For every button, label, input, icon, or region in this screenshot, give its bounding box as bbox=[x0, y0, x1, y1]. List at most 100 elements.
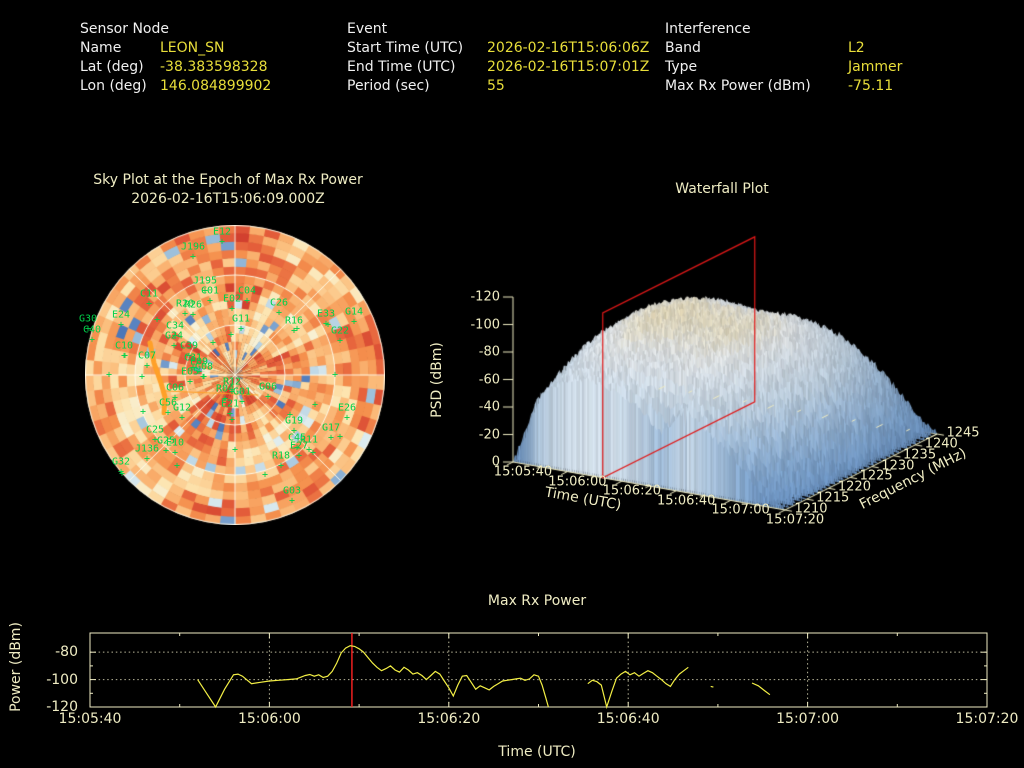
frequency-tick-label: 1240 bbox=[924, 436, 958, 452]
interference-maxrx-label: Max Rx Power (dBm) bbox=[665, 78, 811, 94]
satellite-marker-extra: + bbox=[153, 314, 161, 326]
satellite-label-r11: R11 bbox=[299, 434, 319, 446]
satellite-label-g32: G32 bbox=[111, 456, 131, 468]
satellite-marker-c31: + bbox=[189, 362, 197, 374]
satellite-label-c45: C45 bbox=[287, 432, 307, 444]
satellite-label-c56: C56 bbox=[158, 397, 178, 409]
satellite-marker-r04: + bbox=[221, 393, 229, 405]
satellite-label-c10: C10 bbox=[114, 340, 134, 352]
satellite-label-c40: C40 bbox=[82, 324, 102, 336]
satellite-label-g24: G24 bbox=[164, 330, 184, 342]
sensor-name-value: LEON_SN bbox=[160, 40, 225, 56]
frequency-tick-label: 1215 bbox=[816, 490, 850, 506]
satellite-marker-e02: + bbox=[228, 303, 236, 315]
event-period-label: Period (sec) bbox=[347, 78, 430, 94]
frequency-tick-label: 1225 bbox=[859, 468, 893, 484]
satellite-marker-c25: + bbox=[151, 434, 159, 446]
interference-type-value: Jammer bbox=[848, 59, 903, 75]
satellite-label-e21: E21 bbox=[220, 398, 240, 410]
psd-tick-label: -20 bbox=[478, 427, 500, 442]
satellite-label-r16: R16 bbox=[284, 315, 304, 327]
event-period-value: 55 bbox=[487, 78, 505, 94]
satellite-label-c11: C11 bbox=[139, 288, 159, 300]
event-end-label: End Time (UTC) bbox=[347, 59, 456, 75]
frequency-tick-label: 1235 bbox=[903, 447, 937, 463]
satellite-label-c26: C26 bbox=[269, 297, 289, 309]
time-tick-label: 15:06:20 bbox=[417, 711, 481, 727]
satellite-label-c34: C34 bbox=[165, 320, 185, 332]
satellite-marker-j136: + bbox=[143, 453, 151, 465]
satellite-marker-extra: + bbox=[199, 371, 207, 383]
psd-tick-label: -60 bbox=[478, 372, 500, 387]
psd-tick-label: -80 bbox=[478, 344, 500, 360]
satellite-marker-g17: + bbox=[327, 432, 335, 444]
time-tick-label: 15:06:00 bbox=[237, 711, 301, 727]
satellite-marker-extra: + bbox=[286, 409, 294, 421]
sky-plot-satellite-layer: E12 + J196 + J195 + C11 + C01 + C04 + E02 + R20 + R26 + C2… bbox=[79, 225, 385, 525]
satellite-label-c06: C06 bbox=[165, 382, 185, 394]
satellite-marker-j196: + bbox=[189, 251, 197, 263]
sensor-lat-value: -38.383598328 bbox=[160, 59, 268, 75]
sensor-lat-label: Lat (deg) bbox=[80, 59, 144, 75]
satellite-label-g03: G03 bbox=[282, 485, 302, 497]
sensor-name-label: Name bbox=[80, 40, 122, 56]
satellite-label-r04: R04 bbox=[215, 383, 235, 395]
waterfall-time-tick-label: 15:06:20 bbox=[602, 483, 661, 499]
satellite-marker-extra: + bbox=[139, 406, 147, 418]
satellite-marker-c01: + bbox=[206, 295, 214, 307]
satellite-label-r26: R26 bbox=[183, 299, 203, 311]
satellite-marker-c56: + bbox=[164, 407, 172, 419]
satellite-marker-r11: + bbox=[305, 444, 313, 456]
satellite-marker-e24: + bbox=[117, 319, 125, 331]
satellite-marker-r26: + bbox=[189, 309, 197, 321]
satellite-marker-g25: + bbox=[162, 445, 170, 457]
satellite-marker-extra: + bbox=[138, 371, 146, 383]
satellite-marker-c40: + bbox=[88, 334, 96, 346]
satellite-marker-c39: + bbox=[185, 350, 193, 362]
satellite-label-e05: E05 bbox=[180, 366, 200, 378]
satellite-marker-j195: + bbox=[201, 285, 209, 297]
satellite-label-g30: G30 bbox=[78, 313, 98, 325]
interference-band-label: Band bbox=[665, 40, 701, 56]
time-tick-label: 15:07:20 bbox=[955, 711, 1019, 727]
satellite-label-c25: C25 bbox=[145, 424, 165, 436]
waterfall-title: Waterfall Plot bbox=[675, 181, 769, 197]
satellite-marker-e21: + bbox=[226, 408, 234, 420]
sky-plot-heatmap bbox=[85, 225, 385, 525]
satellite-label-e09: E09 bbox=[189, 356, 209, 368]
satellite-label-r12: R12 bbox=[222, 376, 242, 388]
psd-tick-label: 0 bbox=[491, 454, 500, 470]
satellite-marker-extra: + bbox=[118, 468, 126, 480]
satellite-marker-g14: + bbox=[350, 316, 358, 328]
time-tick-label: 15:07:00 bbox=[776, 711, 840, 727]
interference-title: Interference bbox=[665, 21, 751, 37]
satellite-label-c31: C31 bbox=[183, 352, 203, 364]
satellite-marker-c34: + bbox=[171, 330, 179, 342]
satellite-label-g14: G14 bbox=[344, 306, 364, 318]
satellite-label-e10: E10 bbox=[165, 437, 185, 449]
satellite-marker-g19: + bbox=[290, 425, 298, 437]
waterfall-time-tick-label: 15:05:40 bbox=[493, 464, 553, 480]
satellite-marker-e27: + bbox=[295, 450, 303, 462]
satellite-label-e02: E02 bbox=[222, 293, 242, 305]
satellite-marker-c11: + bbox=[145, 298, 153, 310]
power-series-line bbox=[197, 645, 771, 710]
satellite-label-g22: G22 bbox=[330, 325, 350, 337]
time-tick-label: 15:06:40 bbox=[596, 711, 660, 727]
waterfall-time-tick-label: 15:07:20 bbox=[765, 512, 825, 528]
satellite-label-g01: G01 bbox=[232, 386, 252, 398]
frequency-tick-label: 1230 bbox=[881, 458, 915, 474]
satellite-marker-e12: + bbox=[218, 236, 226, 248]
satellite-marker-g08: + bbox=[200, 371, 208, 383]
satellite-label-g19: G19 bbox=[284, 415, 304, 427]
waterfall-surface bbox=[430, 210, 1010, 540]
satellite-label-g11: G11 bbox=[231, 313, 251, 325]
satellite-marker-extra: + bbox=[293, 323, 301, 335]
satellite-marker-r12: + bbox=[228, 386, 236, 398]
event-title: Event bbox=[347, 21, 388, 37]
satellite-label-g17: G17 bbox=[321, 422, 341, 434]
sensor-lon-value: 146.084899902 bbox=[160, 78, 272, 94]
frequency-tick-label: 1245 bbox=[946, 425, 980, 441]
time-tick-label: 15:05:40 bbox=[58, 711, 122, 727]
